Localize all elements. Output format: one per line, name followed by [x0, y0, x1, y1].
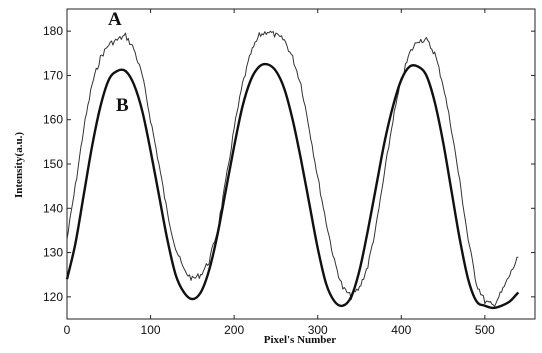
x-tick-label: 500: [475, 323, 495, 337]
series-label-a: A: [108, 9, 122, 30]
y-tick-label: 130: [43, 246, 63, 260]
x-tick-label: 200: [224, 323, 244, 337]
x-tick-label: 400: [391, 323, 411, 337]
axis-ticks: 0 100 200 300 400 500 120 130 140 150 160 170 180: [43, 9, 535, 337]
series-line-a: [66, 30, 519, 307]
y-axis-title: Intensity(a.u.): [13, 132, 25, 198]
x-tick-label: 100: [141, 323, 161, 337]
y-tick-label: 160: [43, 113, 63, 127]
series-line-b: [65, 62, 520, 310]
x-tick-label: 300: [308, 323, 328, 337]
y-tick-label: 120: [43, 290, 63, 304]
y-tick-label: 150: [43, 157, 63, 171]
x-tick-label: 0: [64, 323, 71, 337]
y-tick-label: 180: [43, 24, 63, 38]
y-tick-label: 140: [43, 201, 63, 215]
y-tick-label: 170: [43, 68, 63, 82]
series-label-b: B: [116, 95, 129, 116]
series-layer: [65, 30, 520, 310]
x-axis-title: Pixel's Number: [264, 334, 337, 346]
series-labels: A B: [108, 9, 129, 116]
